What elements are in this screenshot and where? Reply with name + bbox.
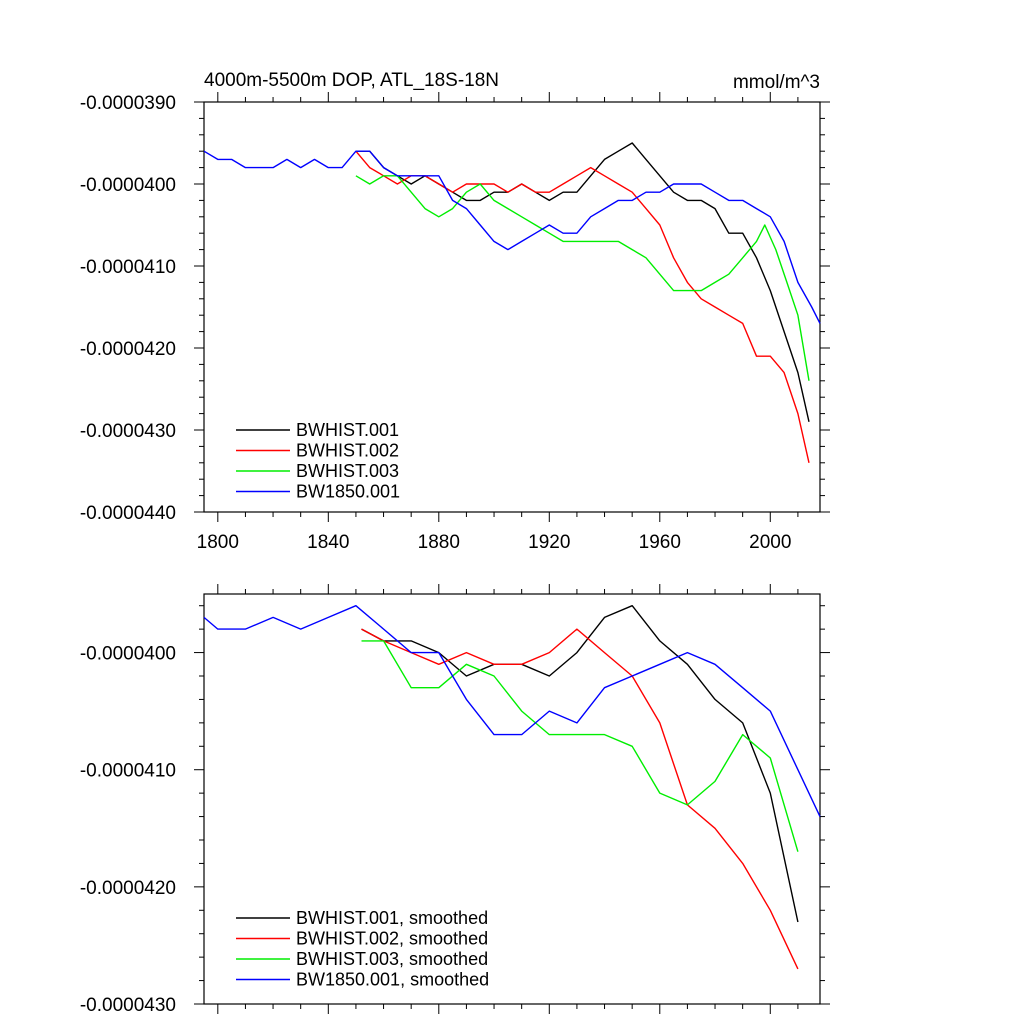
- series-line: [355, 150, 810, 463]
- legend-label: BW1850.001, smoothed: [296, 970, 489, 990]
- x-tick-label: 1800: [197, 532, 239, 553]
- series-line: [203, 150, 821, 324]
- legend-label: BWHIST.001, smoothed: [296, 908, 488, 928]
- top-panel: 4000m-5500m DOP, ATL_18S-18N mmol/m^3 18…: [80, 70, 830, 553]
- series-line: [355, 175, 810, 381]
- series-line: [361, 628, 799, 970]
- y-tick-label: -0.0000440: [80, 503, 176, 524]
- bottom-panel-frame: [203, 593, 821, 1005]
- y-tick-label: -0.0000420: [80, 339, 176, 360]
- x-tick-label: 1840: [307, 532, 349, 553]
- top-panel-frame: [203, 101, 821, 513]
- legend-label: BWHIST.003, smoothed: [296, 949, 488, 969]
- y-tick-label: -0.0000390: [80, 93, 176, 114]
- series-line: [361, 640, 799, 852]
- series-line: [361, 605, 799, 923]
- y-tick-label: -0.0000430: [80, 995, 176, 1016]
- bottom-panel: -0.0000400 -0.0000410 -0.0000420 -0.0000430…: [80, 584, 830, 1016]
- bottom-panel-ticks: -0.0000400 -0.0000410 -0.0000420 -0.0000430: [80, 584, 830, 1016]
- legend-label: BW1850.001: [296, 482, 400, 502]
- y-tick-label: -0.0000430: [80, 421, 176, 442]
- y-tick-label: -0.0000410: [80, 257, 176, 278]
- y-tick-label: -0.0000420: [80, 878, 176, 899]
- legend-label: BWHIST.002: [296, 441, 399, 461]
- x-tick-label: 1880: [418, 532, 460, 553]
- bottom-panel-series: [203, 605, 821, 970]
- top-panel-ticks: 1800 1840 1880 1920 1960 2000 -0.0000390 -0.000…: [80, 92, 830, 553]
- x-tick-label: 2000: [749, 532, 791, 553]
- legend-label: BWHIST.002, smoothed: [296, 929, 488, 949]
- legend-label: BWHIST.003: [296, 461, 399, 481]
- y-tick-label: -0.0000400: [80, 644, 176, 665]
- top-panel-series: [203, 142, 821, 463]
- series-line: [203, 605, 821, 817]
- top-panel-units: mmol/m^3: [733, 72, 820, 93]
- y-tick-label: -0.0000400: [80, 175, 176, 196]
- y-tick-label: -0.0000410: [80, 761, 176, 782]
- legend-label: BWHIST.001: [296, 420, 399, 440]
- top-panel-title: 4000m-5500m DOP, ATL_18S-18N: [204, 70, 499, 91]
- x-tick-label: 1960: [639, 532, 681, 553]
- x-tick-label: 1920: [528, 532, 570, 553]
